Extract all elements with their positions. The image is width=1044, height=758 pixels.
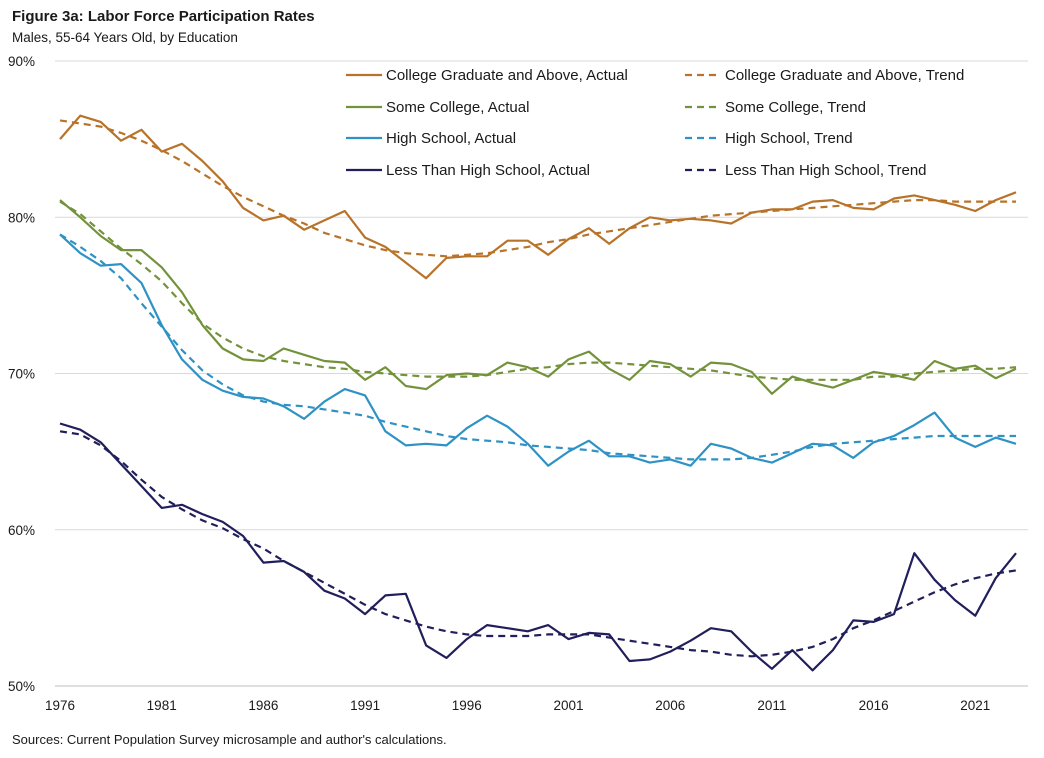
legend-label: High School, Actual — [386, 130, 516, 147]
legend-label: Some College, Trend — [725, 99, 866, 116]
x-tick-label: 2021 — [960, 698, 990, 713]
series-line-high-school-actual — [59, 233, 1017, 467]
x-tick-label: 2016 — [859, 698, 889, 713]
x-tick-label: 1976 — [45, 698, 75, 713]
legend-label: Less Than High School, Trend — [725, 162, 927, 179]
x-tick-label: 2006 — [655, 698, 685, 713]
axes: 50% 60% 70% 80% 90% 1976 1981 1986 1991 1996 2001 2… — [8, 54, 1028, 713]
chart-title: Figure 3a: Labor Force Participation Rat… — [12, 8, 315, 25]
series-lines — [59, 114, 1017, 672]
y-tick-label: 90% — [8, 54, 35, 69]
source-note: Sources: Current Population Survey micro… — [12, 732, 447, 747]
legend-label: High School, Trend — [725, 130, 853, 147]
series-line-college-graduate-and-above-trend — [59, 119, 1016, 258]
series-line-some-college-actual — [59, 199, 1017, 395]
legend-label: Some College, Actual — [386, 99, 529, 116]
series-line-some-college-trend — [59, 200, 1017, 381]
y-tick-label: 50% — [8, 679, 35, 694]
legend-label: Less Than High School, Actual — [386, 162, 590, 179]
series-line-high-school-trend — [59, 233, 1016, 461]
chart-subtitle: Males, 55-64 Years Old, by Education — [12, 30, 238, 45]
gridlines — [55, 60, 1028, 531]
x-tick-label: 1986 — [248, 698, 278, 713]
y-tick-label: 70% — [8, 367, 35, 382]
y-tick-label: 80% — [8, 210, 35, 225]
y-tick-label: 60% — [8, 523, 35, 538]
series-line-college-graduate-and-above-actual — [59, 114, 1017, 280]
legend: College Graduate and Above, Actual Colleg… — [346, 67, 964, 179]
legend-label: College Graduate and Above, Actual — [386, 67, 628, 84]
x-tick-label: 1981 — [147, 698, 177, 713]
legend-label: College Graduate and Above, Trend — [725, 67, 964, 84]
x-tick-label: 2011 — [757, 698, 786, 713]
series-line-less-than-high-school-trend — [59, 430, 1017, 658]
x-tick-label: 2001 — [553, 698, 583, 713]
x-tick-label: 1996 — [452, 698, 482, 713]
x-tick-label: 1991 — [350, 698, 380, 713]
series-line-less-than-high-school-actual — [59, 422, 1017, 672]
